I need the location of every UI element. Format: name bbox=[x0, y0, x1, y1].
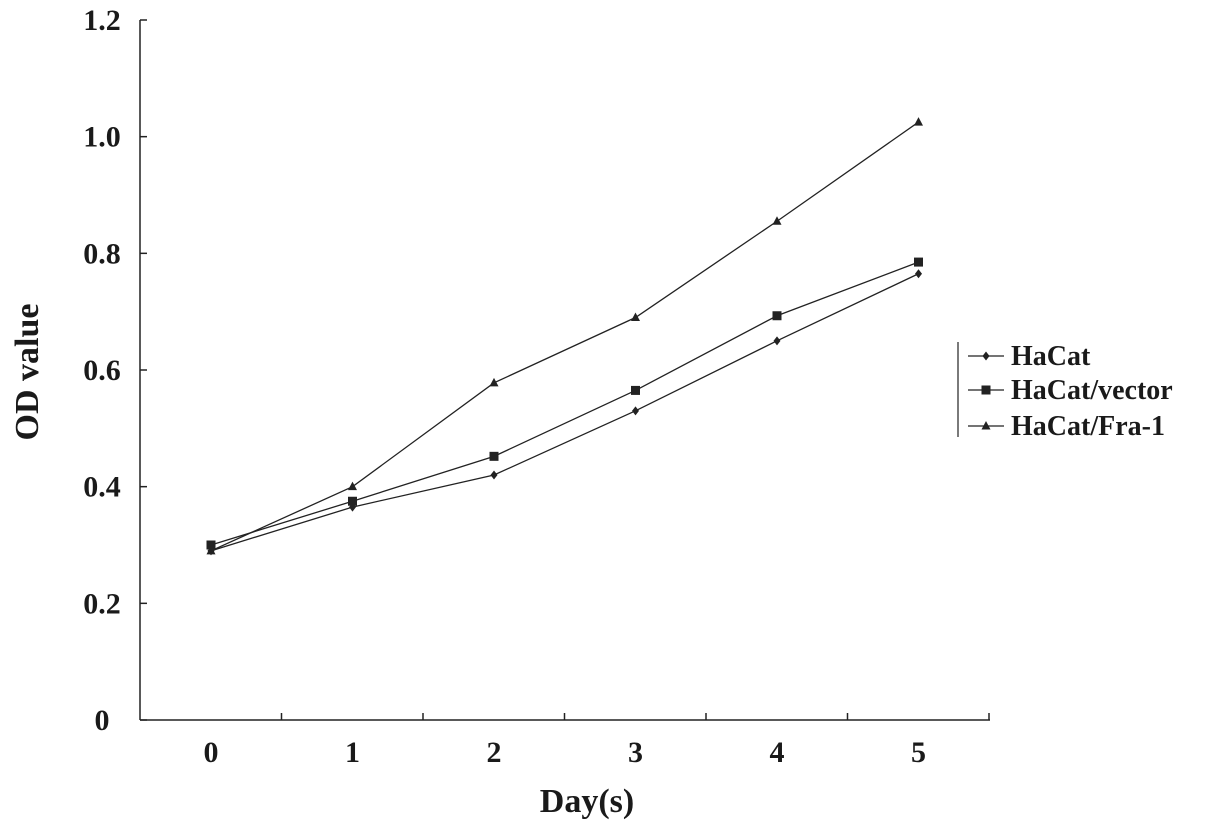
data-point bbox=[772, 311, 782, 321]
series-line bbox=[210, 261, 919, 546]
legend-label: HaCat/Fra-1 bbox=[1011, 411, 1165, 442]
y-tick-label: 1.2 bbox=[83, 4, 121, 37]
data-point bbox=[489, 377, 499, 387]
data-point bbox=[631, 312, 640, 321]
x-tick-label: 5 bbox=[911, 736, 926, 769]
x-tick-label: 3 bbox=[628, 736, 643, 769]
x-tick-label: 1 bbox=[345, 736, 360, 769]
axes bbox=[139, 20, 990, 721]
legend-label: HaCat/vector bbox=[1011, 375, 1173, 406]
data-point bbox=[773, 336, 781, 346]
data-point bbox=[489, 451, 499, 461]
legend-swatch-marker bbox=[981, 385, 991, 395]
legend-label: HaCat bbox=[1011, 341, 1091, 372]
x-ticks: 0 1 2 3 4 5 bbox=[204, 713, 990, 769]
series-2 bbox=[206, 117, 923, 555]
legend-item: HaCat bbox=[968, 341, 1091, 372]
y-tick-label: 0.2 bbox=[83, 587, 121, 620]
legend-swatch-marker bbox=[981, 421, 991, 430]
data-point bbox=[206, 545, 216, 555]
x-tick-label: 4 bbox=[770, 736, 785, 769]
legend-swatch-marker bbox=[982, 351, 990, 361]
y-tick-label: 0.4 bbox=[83, 471, 121, 504]
y-tick-label: 0 bbox=[95, 704, 110, 737]
x-axis-title: Day(s) bbox=[540, 783, 634, 820]
data-point bbox=[206, 540, 216, 550]
y-ticks: 0 0.2 0.4 0.6 0.8 1.0 1.2 bbox=[83, 4, 147, 737]
series-line bbox=[210, 121, 919, 552]
legend-item: HaCat/vector bbox=[968, 375, 1173, 406]
data-point bbox=[348, 496, 357, 506]
data-point bbox=[631, 385, 640, 395]
series-line bbox=[210, 273, 919, 552]
x-tick-label: 0 bbox=[204, 736, 219, 769]
series-1 bbox=[206, 257, 923, 550]
series-layer bbox=[206, 117, 923, 556]
data-point bbox=[348, 481, 357, 491]
data-point bbox=[914, 257, 923, 267]
data-point bbox=[632, 406, 639, 416]
data-point bbox=[772, 216, 782, 225]
x-tick-label: 2 bbox=[487, 736, 502, 769]
y-tick-label: 1.0 bbox=[83, 121, 121, 154]
legend-item: HaCat/Fra-1 bbox=[968, 411, 1165, 442]
y-tick-label: 0.6 bbox=[83, 354, 121, 387]
data-point bbox=[914, 117, 923, 126]
y-axis-title: OD value bbox=[9, 304, 46, 441]
data-point bbox=[915, 269, 922, 279]
data-point bbox=[490, 470, 498, 480]
y-tick-label: 0.8 bbox=[83, 237, 121, 270]
